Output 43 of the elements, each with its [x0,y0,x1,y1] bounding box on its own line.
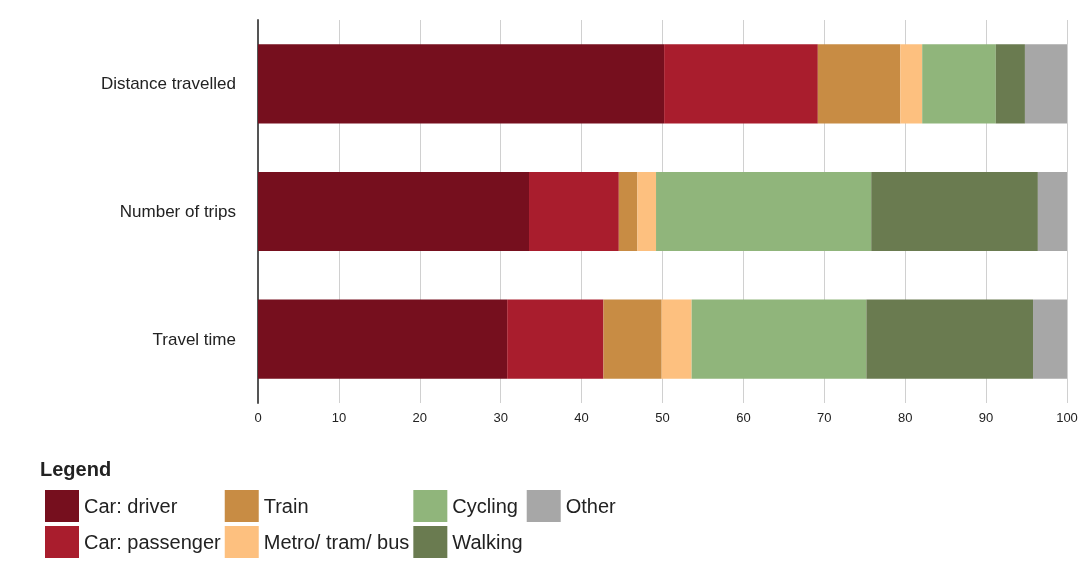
bar [1024,44,1067,124]
x-tick-label: 20 [412,410,428,425]
bar [817,44,901,124]
bar [995,44,1025,124]
bar [618,171,638,252]
x-tick-label: 10 [331,410,347,425]
bar [603,299,662,379]
x-tick-label: 100 [1056,410,1078,425]
legend-label: Cycling [452,495,518,517]
legend-label: Car: passenger [84,531,222,553]
bar [1037,171,1067,252]
bar [871,171,1038,252]
x-tick-label: 50 [655,410,670,425]
bar [900,44,923,124]
x-tick-label: 0 [254,410,262,425]
bar [529,171,619,252]
bar [637,171,657,252]
legend-label: Metro/ tram/ bus [263,531,410,553]
legend-label: Car: driver [84,495,178,517]
y-tick-label: Travel time [152,329,236,349]
x-tick-label: 80 [897,410,913,425]
x-tick-label: 40 [574,410,589,425]
legend-label: Train [263,495,309,517]
bar [258,171,530,252]
bar [664,44,818,124]
bar [656,171,872,252]
x-tick-label: 60 [736,410,751,425]
bar [258,44,665,124]
y-tick-label: Distance travelled [100,74,236,94]
legend-title: Legend [40,458,112,480]
legend-label: Other [565,495,617,517]
x-tick-label: 70 [817,410,832,425]
legend-label: Walking [452,531,523,553]
bar [691,299,867,379]
bar [661,299,692,379]
y-tick-label: Number of trips [119,202,236,221]
x-tick-label: 90 [978,410,994,425]
bar [258,299,508,379]
bar [1033,299,1067,379]
bar [866,299,1034,379]
bar [922,44,996,124]
x-tick-label: 30 [493,410,508,425]
bar [507,299,604,379]
